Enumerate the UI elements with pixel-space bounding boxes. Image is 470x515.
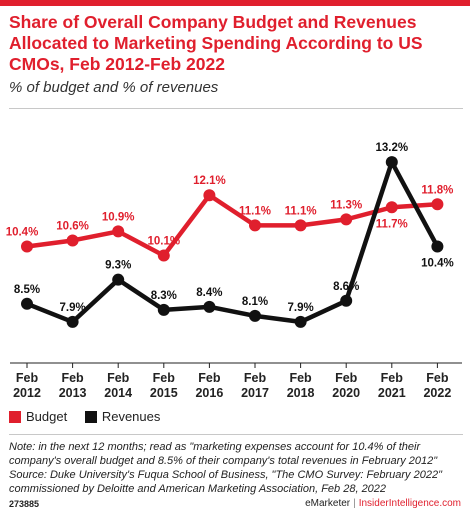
- chart-subtitle: % of budget and % of revenues: [9, 79, 219, 96]
- budget-swatch: [9, 410, 21, 423]
- budget-point: [294, 219, 307, 232]
- revenues-data-label: 7.9%: [287, 302, 313, 314]
- brand-footer: eMarketer | InsiderIntelligence.com: [305, 498, 461, 509]
- revenues-data-label: 9.3%: [105, 260, 131, 272]
- x-tick-label: 2017: [241, 386, 269, 400]
- chart-title: Share of Overall Company Budget and Reve…: [9, 12, 423, 74]
- revenues-data-label: 8.3%: [151, 290, 177, 302]
- revenues-point: [66, 315, 79, 328]
- x-tick-label: 2015: [150, 386, 178, 400]
- top-accent-bar: [0, 0, 470, 6]
- x-tick-label: 2021: [378, 386, 406, 400]
- revenues-point: [431, 240, 444, 253]
- x-tick-label: Feb: [244, 371, 267, 385]
- x-tick-label: Feb: [61, 371, 84, 385]
- budget-point: [340, 213, 353, 226]
- x-tick-label: Feb: [289, 371, 312, 385]
- x-tick-label: 2022: [423, 386, 451, 400]
- revenues-data-label: 13.2%: [375, 142, 408, 154]
- x-tick-label: 2016: [195, 386, 223, 400]
- budget-point: [112, 225, 125, 238]
- budget-point: [431, 198, 444, 211]
- legend-item-revenues: Revenues: [84, 409, 161, 424]
- revenues-point: [112, 273, 125, 286]
- revenues-data-label: 10.4%: [421, 258, 454, 270]
- revenues-point: [385, 156, 398, 169]
- x-tick-label: 2013: [59, 386, 87, 400]
- budget-data-label: 11.3%: [330, 199, 362, 211]
- header-divider: [9, 108, 463, 109]
- revenues-series-line: [24, 159, 440, 325]
- revenues-point: [157, 303, 170, 316]
- budget-data-label: 10.6%: [56, 220, 89, 232]
- budget-point: [249, 219, 261, 232]
- revenues-data-label: 8.6%: [333, 281, 359, 293]
- budget-data-label: 11.7%: [376, 218, 408, 230]
- x-tick-label: Feb: [107, 371, 130, 385]
- x-tick-label: Feb: [16, 371, 39, 385]
- x-tick-label: 2020: [332, 386, 360, 400]
- budget-data-label: 10.9%: [102, 211, 135, 223]
- chart-legend: Budget Revenues: [9, 409, 174, 426]
- brand-name: eMarketer: [305, 498, 351, 509]
- budget-point: [385, 201, 398, 214]
- revenues-swatch: [84, 410, 97, 423]
- x-tick-label: Feb: [335, 371, 358, 385]
- brand-site: InsiderIntelligence.com: [358, 498, 461, 509]
- revenues-point: [249, 309, 261, 322]
- revenues-point: [203, 300, 216, 313]
- revenues-data-label: 7.9%: [59, 302, 85, 314]
- budget-data-label: 11.1%: [285, 205, 317, 217]
- budget-data-label: 11.8%: [421, 184, 453, 196]
- x-tick-label: Feb: [198, 371, 221, 385]
- budget-data-label: 10.1%: [147, 236, 180, 248]
- x-tick-label: Feb: [153, 371, 176, 385]
- revenues-point: [21, 297, 33, 310]
- x-tick-label: Feb: [381, 371, 404, 385]
- legend-revenues-label: Revenues: [101, 409, 161, 424]
- budget-point: [66, 234, 79, 247]
- legend-budget-label: Budget: [26, 409, 68, 424]
- budget-point: [21, 240, 33, 253]
- source-note: Note: in the next 12 months; read as "ma…: [9, 441, 442, 495]
- x-tick-label: 2014: [104, 386, 132, 400]
- x-tick-label: 2012: [13, 386, 41, 400]
- revenues-data-label: 8.5%: [14, 284, 40, 296]
- x-tick-label: 2018: [287, 386, 315, 400]
- budget-point: [157, 249, 170, 262]
- budget-data-label: 12.1%: [193, 175, 226, 187]
- revenues-data-label: 8.4%: [196, 287, 222, 299]
- revenues-point: [340, 294, 353, 307]
- budget-series-line: [24, 192, 440, 258]
- line-chart: Feb2012Feb2013Feb2014Feb2015Feb2016Feb20…: [6, 142, 462, 400]
- budget-data-label: 11.1%: [239, 205, 271, 217]
- budget-data-label: 10.4%: [6, 227, 39, 239]
- legend-item-budget: Budget: [9, 409, 67, 424]
- brand-separator: |: [353, 498, 356, 509]
- revenues-data-label: 8.1%: [242, 296, 268, 308]
- footer-divider: [9, 434, 463, 435]
- budget-point: [203, 189, 216, 202]
- x-tick-label: Feb: [426, 371, 449, 385]
- chart-id: 273885: [9, 499, 40, 509]
- revenues-point: [294, 315, 307, 328]
